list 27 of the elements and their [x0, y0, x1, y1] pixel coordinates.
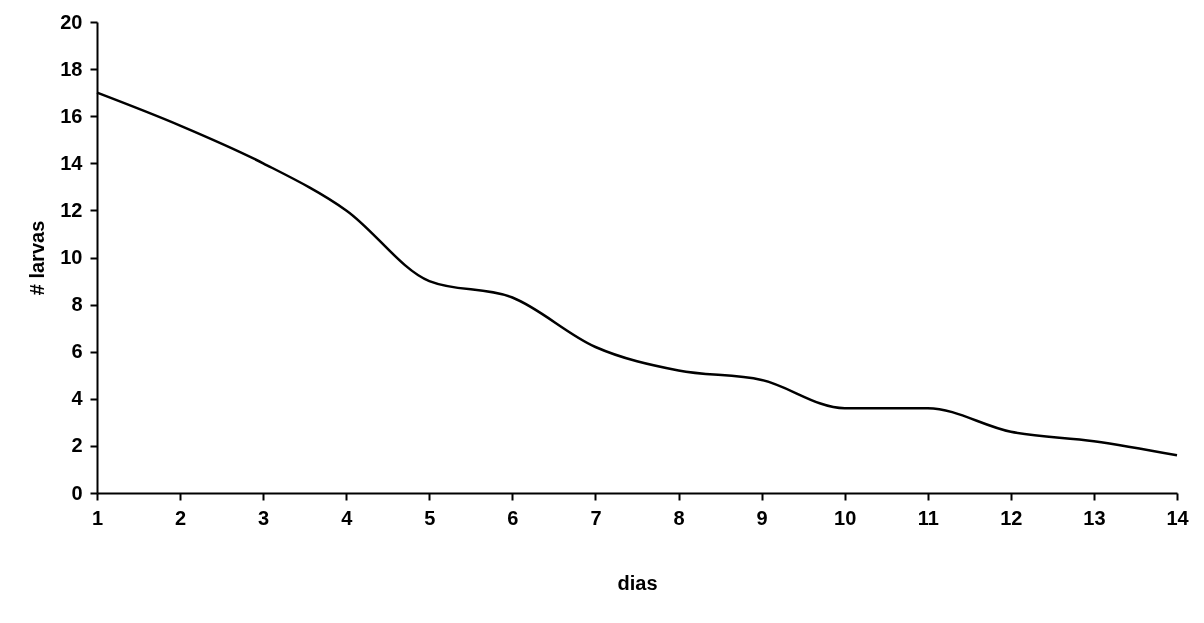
y-tick-label: 10 [60, 246, 83, 268]
x-tick-label: 14 [1166, 506, 1190, 529]
x-tick-label: 8 [673, 506, 685, 529]
y-tick-label: 16 [60, 104, 83, 127]
x-tick-label: 11 [917, 506, 939, 529]
x-tick-label: 9 [756, 506, 768, 529]
y-tick-label: 6 [71, 340, 83, 363]
y-tick-label: 18 [60, 57, 83, 80]
y-axis-title: # larvas [26, 220, 49, 296]
x-tick-label: 12 [1000, 506, 1023, 529]
y-tick-label: 0 [71, 481, 83, 504]
x-tick-label: 10 [834, 506, 857, 529]
x-tick-label: 2 [175, 506, 187, 529]
x-tick-label: 5 [424, 506, 436, 529]
x-tick-label: 3 [258, 506, 270, 529]
y-tick-label: 4 [71, 387, 84, 410]
y-tick-label: 12 [60, 198, 83, 221]
y-tick-label: 20 [60, 10, 83, 33]
x-tick-label: 13 [1083, 506, 1106, 529]
y-tick-label: 8 [71, 293, 83, 316]
x-tick-label: 1 [91, 506, 104, 529]
y-tick-label: 14 [60, 151, 84, 174]
y-tick-label: 2 [71, 434, 83, 457]
x-axis-title: dias [617, 571, 658, 594]
x-tick-label: 6 [507, 506, 519, 529]
x-tick-label: 7 [590, 506, 602, 529]
x-tick-label: 4 [341, 506, 354, 529]
